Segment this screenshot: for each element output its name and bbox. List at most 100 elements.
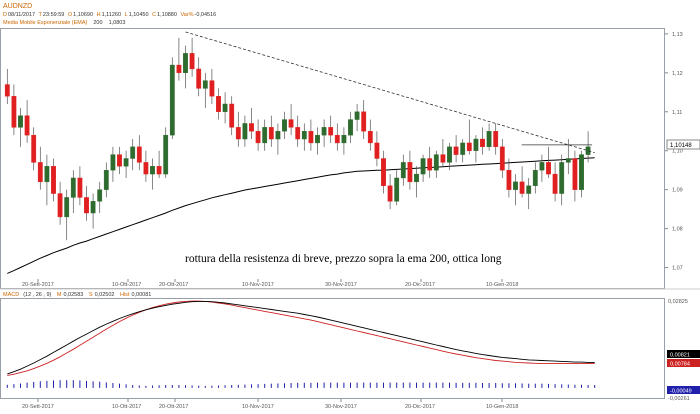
price-tick-label: 1,08 <box>672 227 683 233</box>
price-tick-label: 1,09 <box>672 188 683 194</box>
price-tick-label: 1,11 <box>672 110 682 116</box>
candle-body <box>539 162 545 171</box>
candle <box>295 115 301 147</box>
price-tick-label: 1,07 <box>672 266 683 272</box>
macd-legend: MACD (12 , 26 , 9) M 0,02583 S 0,02502 Hist… <box>3 292 151 298</box>
candle <box>374 131 380 167</box>
candle-body <box>242 123 248 140</box>
signal-badge <box>667 359 700 367</box>
candle <box>202 72 208 108</box>
macd-axis-top: 0,02825 <box>668 299 688 305</box>
candle <box>288 103 294 136</box>
candle <box>460 139 466 163</box>
candle <box>493 123 499 155</box>
candle-body <box>57 193 63 218</box>
candle-body <box>513 181 518 190</box>
macd-signal-line <box>7 300 595 376</box>
candle <box>77 166 83 206</box>
candle <box>11 84 17 136</box>
date-tick-label: 10-Nov-2017 <box>242 404 274 410</box>
candle-body <box>565 158 571 163</box>
candle <box>367 119 373 151</box>
candle-body <box>4 84 10 97</box>
candle-body <box>334 134 340 144</box>
candle-body <box>354 111 360 120</box>
candle <box>169 57 175 140</box>
candle-body <box>249 123 254 132</box>
candle-body <box>143 162 149 175</box>
candle <box>526 177 532 210</box>
price-tick-label: 1,10 <box>672 149 683 155</box>
candle <box>546 146 551 178</box>
candle-body <box>381 158 386 186</box>
price-tick-label: 1,12 <box>672 71 683 77</box>
candle <box>110 146 116 182</box>
candle-body <box>209 80 215 97</box>
candle-body <box>572 158 578 190</box>
candle-body <box>70 177 76 198</box>
ohlc-line: D08/11/2017 T23:59:59 O1,10690 H1,11260 … <box>3 12 216 18</box>
candle-body <box>64 197 70 218</box>
candle-body <box>453 146 459 155</box>
candle <box>222 92 228 124</box>
date-tick-label: 10-Ott-2017 <box>112 404 141 410</box>
candle <box>334 123 340 151</box>
candle <box>381 150 386 194</box>
candle-body <box>123 158 129 167</box>
candle-body <box>117 154 122 167</box>
date-tick-label: 20-Dic-2017 <box>405 282 435 288</box>
candle <box>447 142 452 171</box>
candle <box>275 123 281 155</box>
candle-body <box>361 111 367 132</box>
candle-body <box>460 142 466 155</box>
candle-body <box>183 53 188 74</box>
candle <box>268 115 274 147</box>
candle <box>301 123 307 151</box>
candle-body <box>480 138 485 148</box>
signal-badge-label: 0,00784 <box>670 362 690 368</box>
candle-body <box>44 166 50 183</box>
symbol-label: AUDNZD <box>3 3 32 10</box>
candle <box>130 139 136 171</box>
date-tick-label: 30-Nov-2017 <box>325 282 357 288</box>
last-price-label: 1,10148 <box>670 143 692 149</box>
candle <box>57 181 63 225</box>
candle <box>348 111 353 143</box>
candle <box>321 119 327 147</box>
candle <box>255 119 261 151</box>
candle <box>308 119 314 151</box>
candle <box>387 174 393 210</box>
candle <box>24 100 30 143</box>
candle-body <box>407 162 413 183</box>
candle-body <box>268 127 274 140</box>
candle <box>433 150 439 178</box>
candle <box>216 88 221 120</box>
candle <box>539 154 545 182</box>
candle-body <box>328 127 334 136</box>
candle <box>559 154 565 206</box>
candle-body <box>506 169 512 190</box>
candle <box>506 158 512 198</box>
price-tick-label: 1,13 <box>672 32 683 38</box>
candle <box>84 185 89 221</box>
candle <box>4 68 10 104</box>
candle <box>519 166 525 198</box>
candle <box>136 135 142 171</box>
candle <box>235 111 241 147</box>
candle-body <box>24 115 30 136</box>
candle-body <box>526 185 532 194</box>
candle-body <box>275 131 281 140</box>
candle <box>123 150 129 178</box>
candle <box>183 45 188 89</box>
candle-body <box>229 103 235 128</box>
candle <box>242 115 248 147</box>
candle-body <box>156 166 162 175</box>
candle-body <box>150 166 155 175</box>
date-tick-label: 20-Ott-2017 <box>159 404 188 410</box>
candle <box>414 166 419 198</box>
candle <box>315 127 320 155</box>
candle <box>209 68 215 104</box>
candle-body <box>103 169 109 190</box>
candle-body <box>90 201 96 214</box>
macd-line <box>7 300 595 375</box>
